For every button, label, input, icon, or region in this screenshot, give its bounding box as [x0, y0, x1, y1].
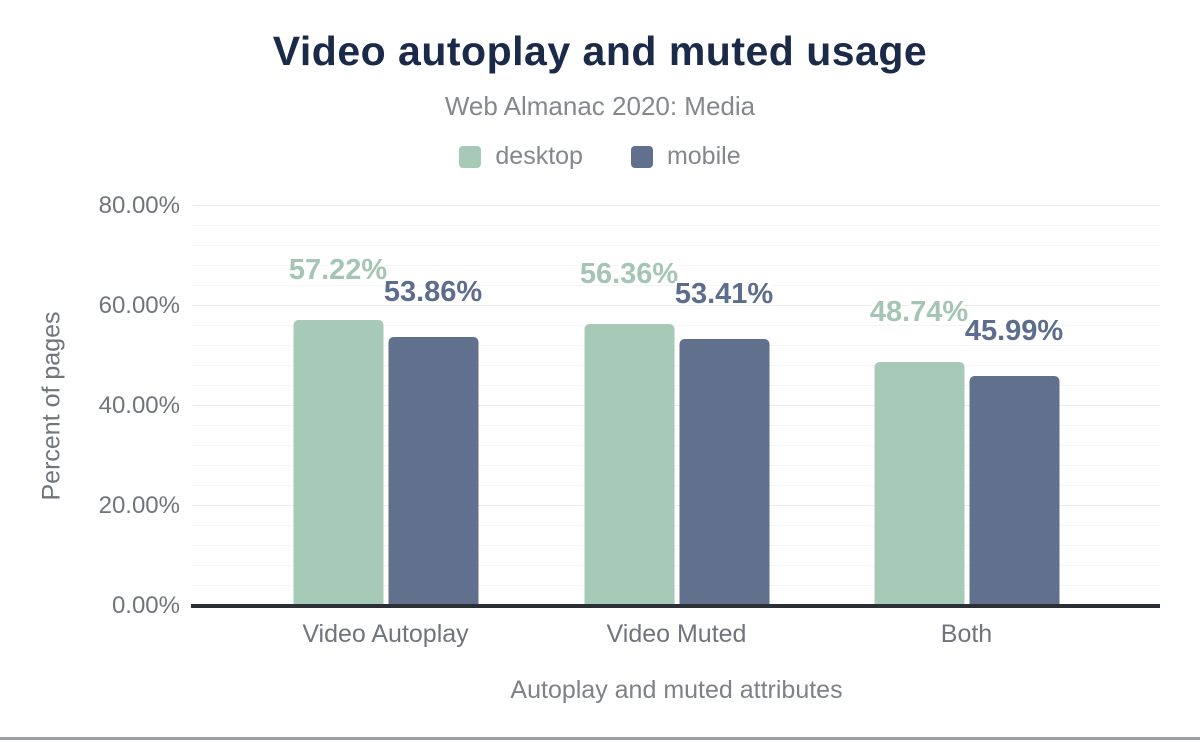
legend-item-desktop: desktop: [459, 142, 583, 171]
bar-group: 57.22% 53.86% Video Autoplay: [289, 254, 482, 648]
y-tick-label: 0.00%: [111, 592, 180, 619]
x-category-label: Video Muted: [606, 620, 747, 648]
x-axis-title: Autoplay and muted attributes: [510, 676, 843, 704]
plot-area: Percent of pages Autoplay and muted attr…: [38, 192, 1160, 704]
chart-title: Video autoplay and muted usage: [272, 28, 928, 74]
y-tick-label: 80.00%: [98, 192, 180, 219]
mobile-bar: 45.99%: [965, 315, 1063, 606]
legend-item-mobile: mobile: [630, 142, 741, 171]
desktop-value-label: 56.36%: [579, 258, 679, 291]
desktop-value-label: 48.74%: [869, 296, 969, 329]
mobile-value-label: 45.99%: [964, 315, 1064, 348]
mobile-value-label: 53.86%: [383, 275, 483, 308]
y-tick-label: 40.00%: [98, 392, 180, 419]
mobile-swatch: [630, 145, 653, 168]
x-category-label: Video Autoplay: [302, 620, 469, 648]
chart-subtitle: Web Almanac 2020: Media: [444, 91, 756, 121]
x-axis-line: [191, 604, 1160, 608]
bar-group: 56.36% 53.41% Video Muted: [580, 258, 773, 648]
desktop-value-label: 57.22%: [288, 253, 388, 286]
desktop-swatch: [459, 145, 482, 168]
desktop-bar: 57.22%: [289, 254, 387, 606]
mobile-value-label: 53.41%: [674, 277, 774, 310]
desktop-bar: 48.74%: [870, 296, 968, 606]
x-category-label: Both: [940, 620, 993, 648]
bar-group: 48.74% 45.99% Both: [870, 296, 1063, 648]
legend-label-desktop: desktop: [495, 142, 583, 170]
y-tick-label: 60.00%: [98, 292, 180, 319]
legend-label-mobile: mobile: [666, 142, 741, 170]
bottom-divider: [0, 737, 1200, 740]
y-tick-label: 20.00%: [98, 492, 180, 519]
desktop-bar: 56.36%: [580, 258, 678, 606]
mobile-bar: 53.41%: [675, 278, 773, 606]
legend: desktop mobile: [0, 142, 1200, 171]
mobile-bar: 53.86%: [384, 276, 482, 606]
